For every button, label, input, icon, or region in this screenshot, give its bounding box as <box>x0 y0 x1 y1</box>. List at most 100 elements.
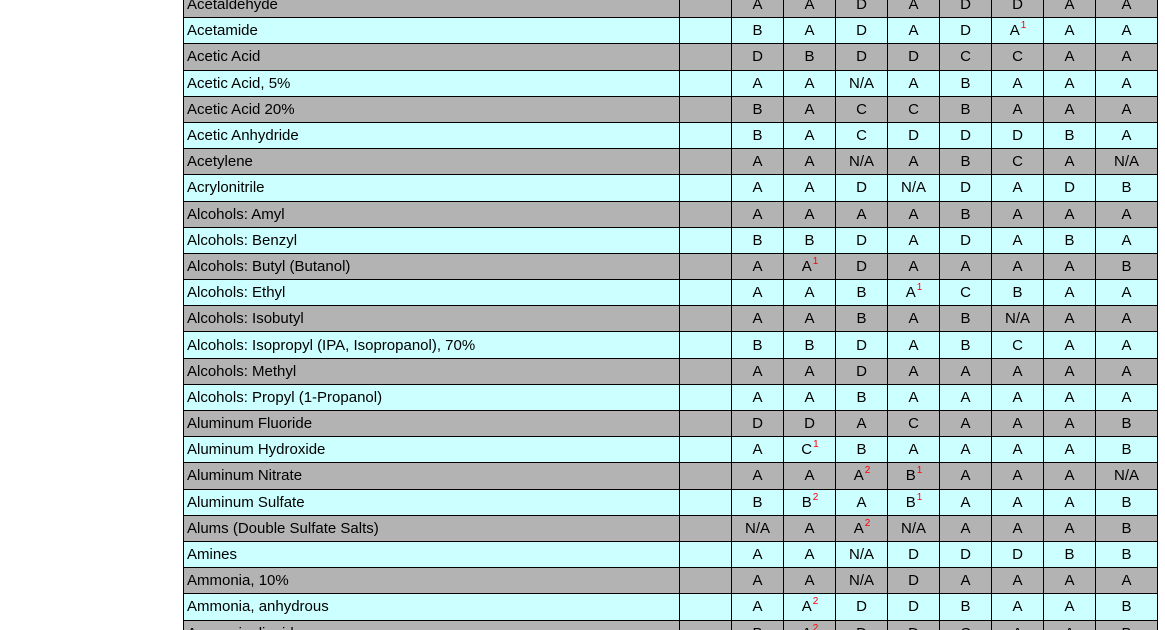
rating-value: A <box>804 467 814 484</box>
rating-cell: B <box>732 122 784 148</box>
rating-cell: B <box>1096 594 1158 620</box>
table-row: Alcohols: Isopropyl (IPA, Isopropanol), … <box>184 332 1158 358</box>
rating-cell: A <box>732 175 784 201</box>
rating-value: A <box>1064 415 1074 432</box>
rating-cell: A <box>1096 44 1158 70</box>
rating-cell: A <box>1096 358 1158 384</box>
rating-value: A <box>908 441 918 458</box>
rating-cell: B <box>1096 253 1158 279</box>
table-row: Alcohols: Propyl (1-Propanol)AABAAAAA <box>184 384 1158 410</box>
rating-value: A <box>804 101 814 118</box>
blank-cell <box>680 411 732 437</box>
rating-cell: B <box>836 280 888 306</box>
table-row: Alcohols: BenzylBBDADABA <box>184 227 1158 253</box>
rating-value: A <box>804 546 814 563</box>
rating-cell: A <box>888 227 940 253</box>
rating-value: A <box>1012 363 1022 380</box>
chemical-name: Alcohols: Propyl (1-Propanol) <box>184 384 680 410</box>
rating-cell: A <box>784 358 836 384</box>
rating-cell: A <box>1044 201 1096 227</box>
rating-cell: A2 <box>836 515 888 541</box>
rating-cell: A <box>940 489 992 515</box>
rating-value: A <box>1121 389 1131 406</box>
rating-value: D <box>1012 127 1023 144</box>
rating-value: A <box>960 572 970 589</box>
rating-value: D <box>960 22 971 39</box>
rating-value: C <box>1012 337 1023 354</box>
chemical-name: Alcohols: Benzyl <box>184 227 680 253</box>
blank-cell <box>680 122 732 148</box>
rating-value: D <box>960 127 971 144</box>
rating-cell: A <box>784 0 836 18</box>
rating-value: A <box>1012 258 1022 275</box>
rating-cell: A <box>732 384 784 410</box>
rating-value: A <box>960 415 970 432</box>
rating-cell: D <box>836 332 888 358</box>
rating-value: B <box>856 284 866 301</box>
chemical-name: Amines <box>184 541 680 567</box>
rating-cell: A <box>992 437 1044 463</box>
rating-cell: D <box>836 175 888 201</box>
rating-cell: D <box>940 175 992 201</box>
rating-value: B <box>752 232 762 249</box>
rating-value: B <box>804 337 814 354</box>
rating-cell: B <box>1044 541 1096 567</box>
rating-value: B <box>1121 179 1131 196</box>
rating-cell: N/A <box>836 568 888 594</box>
rating-value: B <box>960 206 970 223</box>
chemical-name: Ammonia, anhydrous <box>184 594 680 620</box>
rating-value: A <box>804 0 814 13</box>
rating-cell: A <box>888 253 940 279</box>
rating-value: A <box>1012 598 1022 615</box>
rating-cell: A <box>940 358 992 384</box>
table-row: Alcohols: IsobutylAABABN/AAA <box>184 306 1158 332</box>
blank-cell <box>680 149 732 175</box>
blank-cell <box>680 96 732 122</box>
rating-value: A <box>752 441 762 458</box>
rating-cell: A <box>784 280 836 306</box>
rating-cell: A <box>732 594 784 620</box>
rating-cell: A <box>732 437 784 463</box>
rating-cell: B <box>784 227 836 253</box>
rating-value: B <box>1121 546 1131 563</box>
rating-cell: A <box>1096 280 1158 306</box>
rating-value: A <box>752 389 762 406</box>
rating-cell: D <box>940 122 992 148</box>
rating-cell: A <box>732 358 784 384</box>
table-row: Aluminum SulfateBB2AB1AAAB <box>184 489 1158 515</box>
rating-value: A <box>1121 101 1131 118</box>
rating-cell: A <box>1096 0 1158 18</box>
rating-value: A <box>1064 389 1074 406</box>
blank-cell <box>680 568 732 594</box>
blank-cell <box>680 280 732 306</box>
rating-value: B <box>1121 598 1131 615</box>
rating-cell: A <box>1044 411 1096 437</box>
rating-value: A <box>1121 206 1131 223</box>
rating-cell: B <box>784 44 836 70</box>
rating-value: B <box>1064 232 1074 249</box>
rating-cell: C <box>940 280 992 306</box>
rating-value: D <box>960 546 971 563</box>
rating-cell: D <box>888 620 940 630</box>
rating-cell: A <box>1096 568 1158 594</box>
rating-value: C <box>960 48 971 65</box>
rating-value: D <box>856 625 867 630</box>
rating-value: A <box>1064 0 1074 13</box>
rating-value: B <box>1121 625 1131 630</box>
rating-value: A <box>1010 22 1020 39</box>
rating-value: A <box>908 337 918 354</box>
rating-value: A <box>752 153 762 170</box>
rating-cell: N/A <box>836 149 888 175</box>
rating-cell: A <box>1096 332 1158 358</box>
rating-cell: B <box>732 96 784 122</box>
rating-value: B <box>752 337 762 354</box>
rating-value: A <box>1121 232 1131 249</box>
rating-value: A <box>1064 441 1074 458</box>
rating-value: D <box>908 546 919 563</box>
rating-value: A <box>1121 22 1131 39</box>
rating-cell: D <box>732 44 784 70</box>
rating-cell: B <box>732 18 784 44</box>
rating-value: A <box>804 22 814 39</box>
rating-value: A <box>752 284 762 301</box>
rating-value: A <box>960 363 970 380</box>
